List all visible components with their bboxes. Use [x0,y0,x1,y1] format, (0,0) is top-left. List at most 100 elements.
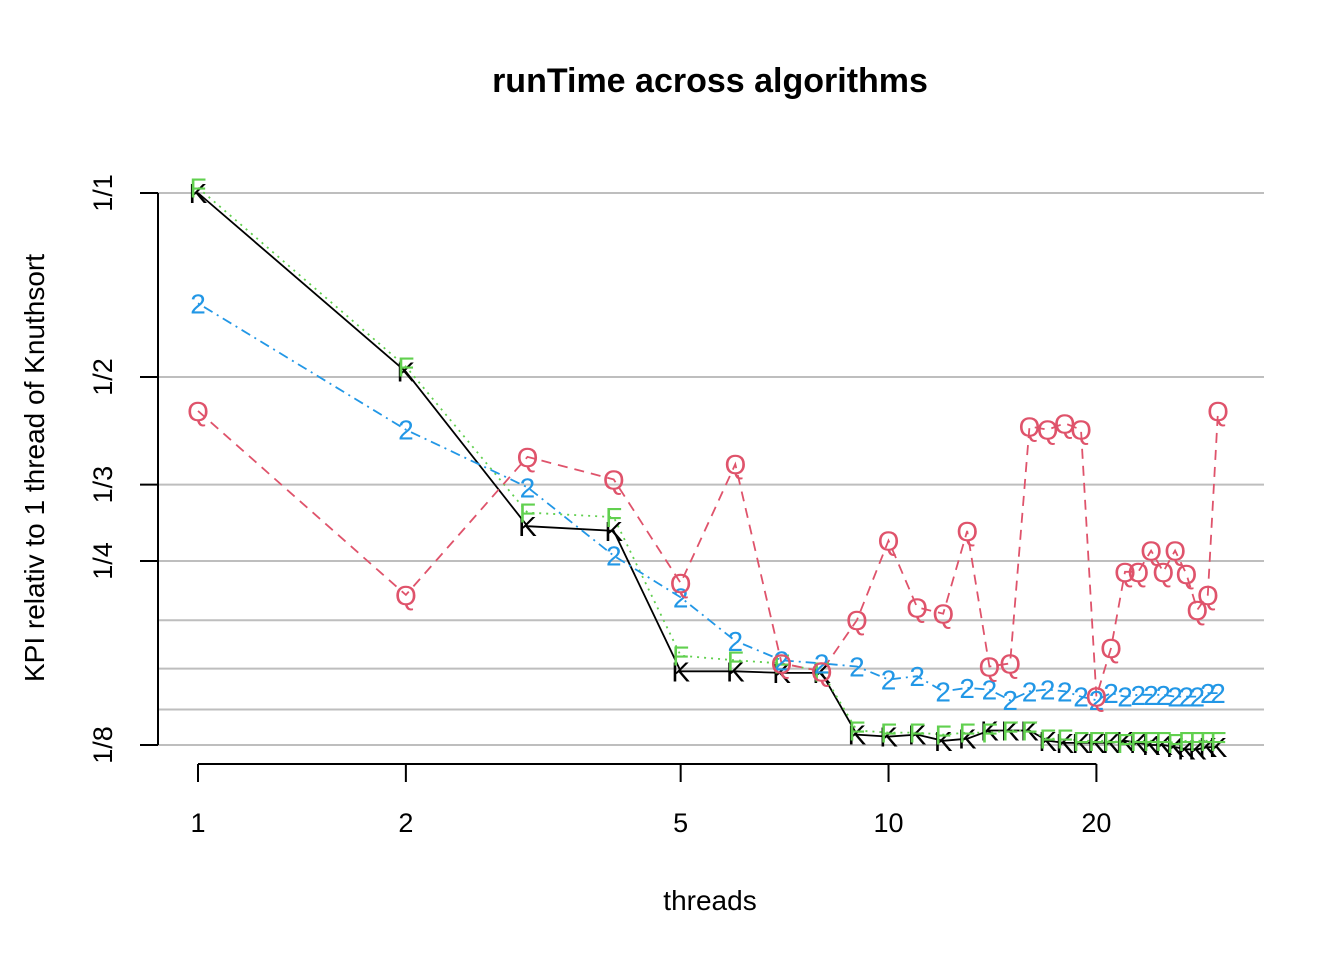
point-F: F [1143,726,1160,757]
point-2: 2 [190,288,206,319]
point-2: 2 [728,626,744,657]
point-F: F [605,502,622,533]
point-F: F [981,718,998,749]
point-Q: Q [724,449,746,480]
point-F: F [189,173,206,204]
point-K: K [772,658,791,689]
point-K: K [812,658,831,689]
point-2: 2 [1117,682,1133,713]
point-2: 2 [398,415,414,446]
point-F: F [1209,726,1226,757]
point-2: 2 [1103,678,1119,709]
point-Q: Q [956,516,978,547]
point-F: F [1155,726,1172,757]
point-K: K [1055,728,1074,759]
point-2: 2 [814,648,830,679]
point-K: K [726,656,745,687]
y-tick-label: 1/1 [88,174,118,212]
point-2: 2 [774,645,790,676]
point-F: F [909,718,926,749]
point-F: F [1056,724,1073,755]
chart-title: runTime across algorithms [492,62,928,100]
point-K: K [1072,728,1091,759]
point-F: F [519,498,536,529]
point-2: 2 [959,673,975,704]
point-K: K [1166,732,1185,763]
point-Q: Q [1100,633,1122,664]
point-Q: Q [395,580,417,611]
point-K: K [1154,730,1173,761]
point-K: K [1198,732,1217,763]
point-K: K [1188,734,1207,765]
point-Q: Q [1086,682,1108,713]
x-tick-label: 5 [673,808,688,838]
point-Q: Q [846,605,868,636]
point-K: K [604,516,623,547]
point-F: F [773,648,790,679]
point-F: F [1130,726,1147,757]
point-Q: Q [1164,536,1186,567]
point-Q: Q [1176,559,1198,590]
y-tick-label: 1/4 [88,542,118,580]
point-F: F [1072,726,1089,757]
series-line-Q [197,410,1219,697]
point-2: 2 [1073,682,1089,713]
point-K: K [1129,728,1148,759]
point-Q: Q [670,568,692,599]
point-K: K [189,178,208,209]
point-K: K [671,656,690,687]
point-F: F [1021,716,1038,747]
point-K: K [934,726,953,757]
point-F: F [880,718,897,749]
point-2: 2 [1131,680,1147,711]
point-F: F [1002,716,1019,747]
y-axis-label: KPI relativ to 1 thread of Knuthsort [19,254,50,682]
point-K: K [397,357,416,388]
point-2: 2 [1190,682,1206,713]
point-Q: Q [1127,557,1149,588]
point-Q: Q [979,652,1001,683]
point-F: F [813,656,830,687]
point-F: F [1167,728,1184,759]
point-2: 2 [606,541,622,572]
point-Q: Q [1019,411,1041,442]
point-K: K [1142,730,1161,761]
point-Q: Q [1037,415,1059,446]
series-line-K [197,192,1218,751]
point-F: F [1102,726,1119,757]
point-Q: Q [1140,536,1162,567]
point-K: K [1209,732,1228,763]
point-2: 2 [982,675,998,706]
point-2: 2 [881,664,897,695]
point-K: K [980,716,999,747]
point-K: K [1038,726,1057,757]
point-Q: Q [517,442,539,473]
point-K: K [848,720,867,751]
point-2: 2 [1143,680,1159,711]
point-K: K [958,724,977,755]
series-line-F [197,187,1218,744]
point-K: K [1116,726,1135,757]
point-Q: Q [1152,557,1174,588]
point-Q: Q [771,648,793,679]
x-tick-label: 20 [1081,808,1111,838]
x-tick-label: 10 [874,808,904,838]
point-F: F [397,352,414,383]
point-F: F [935,720,952,751]
series-line-2 [197,302,1218,702]
point-2: 2 [1022,676,1038,707]
point-2: 2 [1167,682,1183,713]
point-Q: Q [811,656,833,687]
point-Q: Q [1186,595,1208,626]
point-2: 2 [520,472,536,503]
point-F: F [1116,728,1133,759]
point-F: F [727,645,744,676]
point-2: 2 [1040,675,1056,706]
point-2: 2 [1002,685,1018,716]
point-F: F [848,716,865,747]
point-Q: Q [1070,415,1092,446]
y-tick-label: 1/8 [88,726,118,764]
x-tick-label: 1 [190,808,205,838]
